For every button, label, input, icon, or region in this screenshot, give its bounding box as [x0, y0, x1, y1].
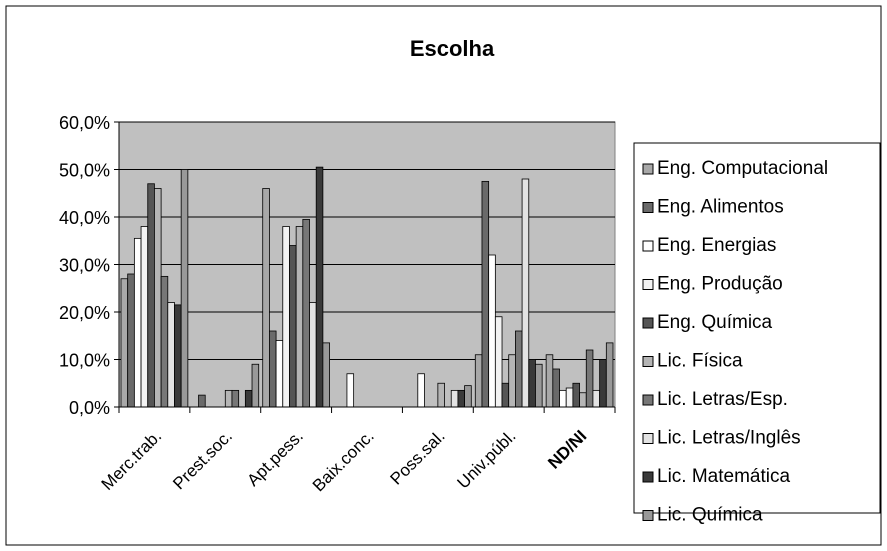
bar: [140, 226, 149, 408]
bar: [599, 359, 607, 408]
bar: [552, 368, 560, 408]
legend-label: Eng. Computacional: [657, 158, 828, 179]
bar: [309, 302, 317, 408]
legend-label: Eng. Energias: [657, 235, 776, 256]
bar: [275, 340, 284, 408]
bar: [579, 392, 587, 408]
y-axis: 0,0% 10,0% 20,0% 30,0% 40,0% 50,0% 60,0%: [59, 113, 120, 418]
bar: [535, 363, 543, 408]
legend-label: Lic. Física: [657, 351, 743, 372]
y-tick-label: 10,0%: [59, 351, 110, 371]
bar: [528, 359, 536, 408]
bar: [605, 342, 614, 408]
legend-box: [633, 142, 881, 514]
bar: [474, 354, 483, 408]
bar: [198, 394, 206, 408]
bar: [244, 389, 253, 408]
legend-swatch: [642, 317, 654, 329]
legend-swatch: [642, 510, 654, 521]
legend-swatch: [642, 394, 654, 406]
legend-label: Eng. Química: [657, 312, 773, 333]
bar: [147, 183, 155, 408]
bar: [127, 273, 135, 408]
legend: Eng. Computacional Eng. Alimentos Eng. Ene…: [633, 142, 881, 526]
bar: [457, 389, 465, 408]
legend-label: Eng. Alimentos: [657, 197, 784, 218]
bar: [322, 342, 330, 408]
bar: [585, 349, 594, 408]
bar: [251, 363, 260, 408]
legend-label: Eng. Produção: [657, 274, 783, 295]
bar: [515, 330, 523, 408]
bar: [262, 188, 270, 408]
bar: [494, 316, 503, 408]
y-tick-label: 40,0%: [59, 208, 110, 228]
bar: [302, 218, 310, 408]
bar: [160, 275, 169, 408]
bar: [559, 389, 567, 408]
bar: [592, 389, 601, 408]
y-tick-label: 30,0%: [59, 256, 110, 276]
bar: [224, 389, 233, 408]
legend-swatch: [642, 202, 654, 213]
bar: [295, 226, 304, 408]
bar: [481, 180, 490, 408]
bar: [572, 382, 580, 408]
y-tick-label: 60,0%: [59, 113, 110, 133]
y-tick-label: 0,0%: [69, 398, 110, 418]
legend-swatch: [642, 163, 654, 175]
bar: [545, 354, 554, 408]
legend-swatch: [642, 471, 654, 483]
y-tick-label: 50,0%: [59, 161, 110, 181]
legend-label: Lic. Matemática: [657, 466, 790, 487]
bar: [508, 354, 516, 408]
legend-label: Lic. Letras/Esp.: [657, 389, 788, 410]
bar: [437, 382, 445, 408]
bar: [282, 226, 290, 408]
bar: [268, 330, 277, 408]
bar: [167, 302, 175, 408]
legend-swatch: [642, 433, 654, 444]
bar: [346, 373, 355, 408]
bar: [488, 254, 496, 408]
gridlines: [119, 121, 615, 360]
bar: [417, 373, 425, 408]
legend-swatch: [642, 279, 654, 290]
bar: [521, 178, 530, 408]
bar: [450, 389, 459, 408]
bar: [154, 188, 162, 408]
bar: [464, 385, 472, 408]
bar: [180, 169, 189, 408]
bar: [174, 304, 182, 408]
legend-swatch: [642, 356, 654, 367]
legend-label: Lic. Letras/Inglês: [657, 428, 801, 449]
bar: [231, 389, 240, 408]
bar: [120, 278, 129, 408]
legend-label: Lic. Química: [657, 505, 763, 526]
bar: [133, 237, 142, 408]
legend-swatch: [642, 240, 654, 252]
y-tick-label: 20,0%: [59, 303, 110, 323]
bar: [315, 166, 324, 408]
bar: [289, 245, 297, 408]
chart-title: Escolha: [410, 36, 495, 61]
bar: [501, 382, 510, 408]
bar: [565, 387, 574, 408]
